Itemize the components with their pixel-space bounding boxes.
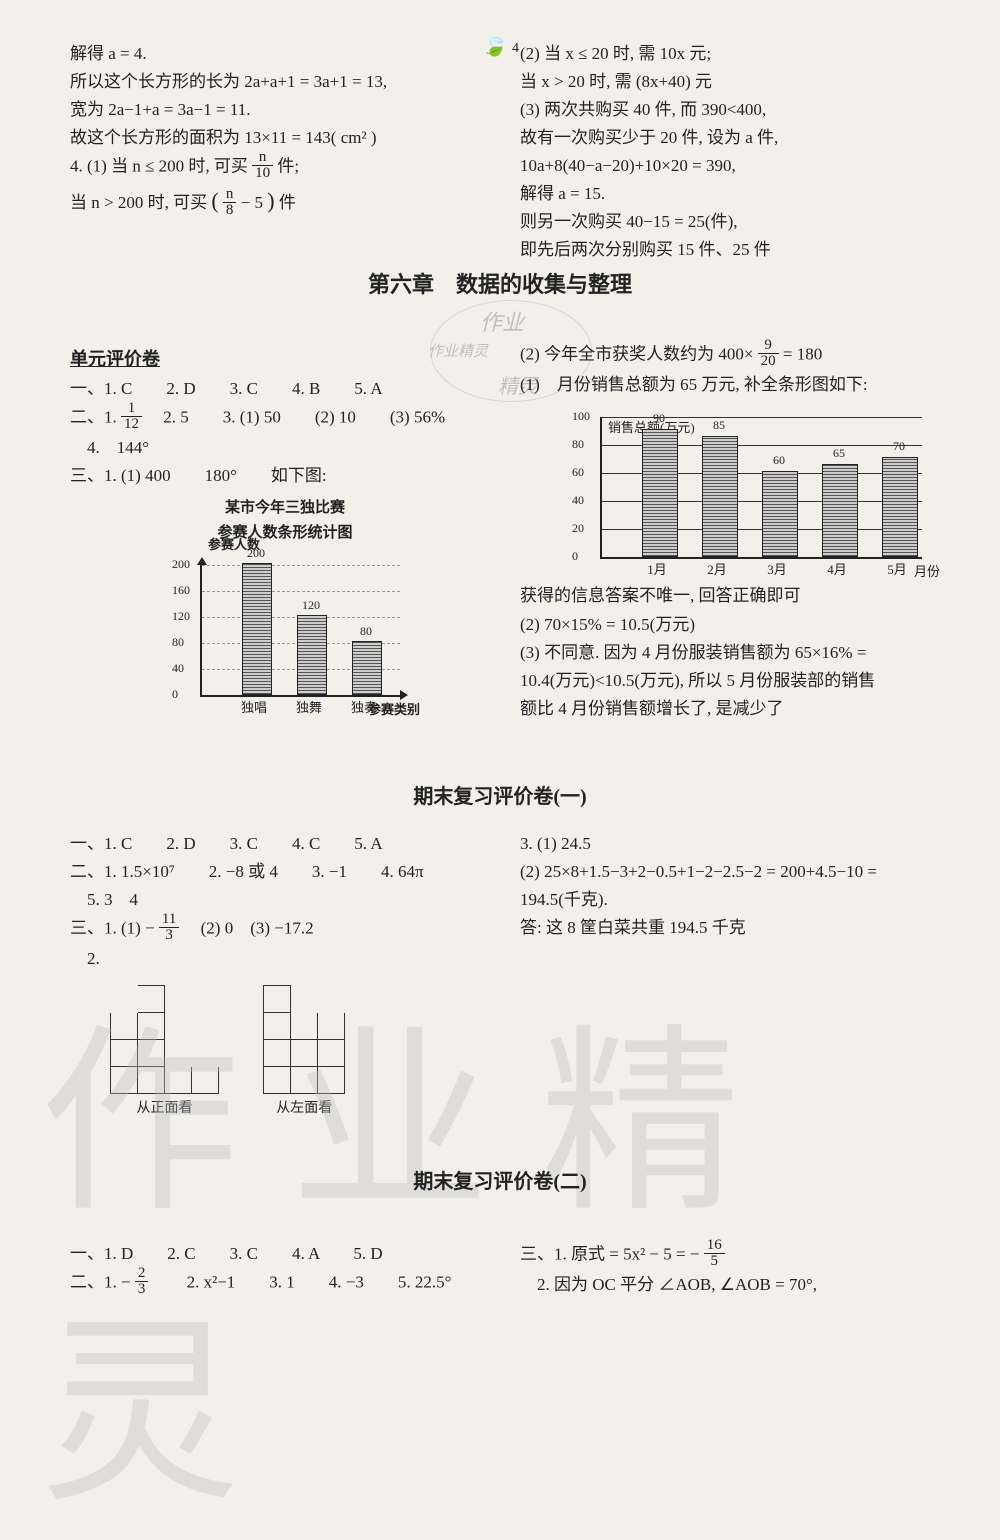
chart-xlabel: 月份 [560, 561, 940, 582]
line: 则另一次购买 40−15 = 25(件), [520, 208, 940, 236]
line: 2. 因为 OC 平分 ∠AOB, ∠AOB = 70°, [520, 1271, 940, 1299]
line: 宽为 2a−1+a = 3a−1 = 11. [70, 96, 490, 124]
line: 二、1. 112 2. 5 3. (1) 50 (2) 10 (3) 56% [70, 403, 490, 434]
line: 当 x > 20 时, 需 (8x+40) 元 [520, 68, 940, 96]
line: 5. 3 4 [70, 886, 490, 914]
line: 解得 a = 15. [520, 180, 940, 208]
line: 二、1. − 23 2. x²−1 3. 1 4. −3 5. 22.5° [70, 1268, 490, 1299]
line: 4. (1) 当 n ≤ 200 时, 可买 n10 件; [70, 152, 490, 183]
line: (2) 今年全市获奖人数约为 400× 920 = 180 [520, 340, 940, 371]
final1-left-block: 一、1. C 2. D 3. C 4. C 5. A 二、1. 1.5×10⁷ … [70, 830, 490, 973]
line: 即先后两次分别购买 15 件、25 件 [520, 236, 940, 264]
line: 二、1. 1.5×10⁷ 2. −8 或 4 3. −1 4. 64π [70, 858, 490, 886]
fraction: 113 [159, 912, 179, 943]
bar [642, 429, 678, 557]
chart-title: 某市今年三独比赛 [160, 496, 410, 521]
fraction: n10 [252, 150, 273, 181]
chart-xlabel: 参赛类别 [170, 699, 420, 720]
line: 获得的信息答案不唯一, 回答正确即可 [520, 582, 940, 610]
line: 故这个长方形的面积为 13×11 = 143( cm² ) [70, 124, 490, 152]
line: 三、1. 原式 = 5x² − 5 = − 165 [520, 1240, 940, 1271]
bar [242, 563, 272, 695]
view-figures: 从正面看 从左面看 [110, 985, 385, 1117]
fraction: 920 [758, 338, 779, 369]
line: 三、1. (1) 400 180° 如下图: [70, 462, 490, 490]
line: 10a+8(40−a−20)+10×20 = 390, [520, 152, 940, 180]
line: 194.5(千克). [520, 886, 940, 914]
section-heading: 单元评价卷 [70, 345, 490, 375]
left-view-figure: 从左面看 [263, 985, 345, 1117]
final2-left-block: 一、1. D 2. C 3. C 4. A 5. D 二、1. − 23 2. … [70, 1240, 490, 1299]
chart-sales: 销售总额(万元) 0204060801009085606570 1月2月3月4月… [560, 417, 920, 582]
top-right-block: (2) 当 x ≤ 20 时, 需 10x 元; 当 x > 20 时, 需 (… [520, 40, 940, 264]
line: 额比 4 月份销售额增长了, 是减少了 [520, 695, 940, 723]
axis-arrow-icon [197, 557, 207, 565]
line: (2) 70×15% = 10.5(万元) [520, 611, 940, 639]
line: 答: 这 8 筐白菜共重 194.5 千克 [520, 914, 940, 942]
fraction: 23 [135, 1266, 149, 1297]
line: (2) 25×8+1.5−3+2−0.5+1−2−2.5−2 = 200+4.5… [520, 858, 940, 886]
line: 一、1. C 2. D 3. C 4. C 5. A [70, 830, 490, 858]
line: (3) 两次共购买 40 件, 而 390<400, [520, 96, 940, 124]
line: 10.4(万元)<10.5(万元), 所以 5 月份服装部的销售 [520, 667, 940, 695]
chart-participants: 某市今年三独比赛 参赛人数条形统计图 参赛人数 0408012016020020… [160, 496, 410, 721]
unit-left-block: 单元评价卷 一、1. C 2. D 3. C 4. B 5. A 二、1. 11… [70, 345, 490, 721]
line: (3) 不同意. 因为 4 月份服装销售额为 65×16% = [520, 639, 940, 667]
fraction: 165 [704, 1238, 725, 1269]
chart-title: 参赛人数条形统计图 [160, 521, 410, 546]
line: 所以这个长方形的长为 2a+a+1 = 3a+1 = 13, [70, 68, 490, 96]
bar [762, 471, 798, 557]
figure-caption: 从正面看 [110, 1097, 219, 1117]
final2-right-block: 三、1. 原式 = 5x² − 5 = − 165 2. 因为 OC 平分 ∠A… [520, 1240, 940, 1299]
final1-right-block: 3. (1) 24.5 (2) 25×8+1.5−3+2−0.5+1−2−2.5… [520, 830, 940, 942]
line: 故有一次购买少于 20 件, 设为 a 件, [520, 124, 940, 152]
line: 4. 144° [70, 434, 490, 462]
front-view-figure: 从正面看 [110, 985, 219, 1117]
line: 2. [70, 945, 490, 973]
line: 三、1. (1) − 113 (2) 0 (3) −17.2 [70, 914, 490, 945]
section-title: 期末复习评价卷(一) [0, 780, 1000, 809]
line: 一、1. C 2. D 3. C 4. B 5. A [70, 375, 490, 403]
bar [822, 464, 858, 557]
line: 3. (1) 24.5 [520, 830, 940, 858]
line: 当 n > 200 时, 可买 ( n8 − 5 ) 件 [70, 183, 490, 220]
page-number: 🍃 4 [0, 32, 1000, 58]
watermark-text: 作业 [480, 305, 524, 337]
bar [882, 457, 918, 557]
chapter-title: 第六章 数据的收集与整理 [0, 267, 1000, 299]
unit-right-block: (2) 今年全市获奖人数约为 400× 920 = 180 (1) 月份销售总额… [520, 340, 940, 723]
bar [297, 615, 327, 695]
leaf-icon: 🍃 [481, 32, 508, 57]
section-title: 期末复习评价卷(二) [0, 1165, 1000, 1194]
bar [702, 436, 738, 557]
fraction: n8 [223, 187, 237, 218]
bar [352, 641, 382, 695]
top-left-block: 解得 a = 4. 所以这个长方形的长为 2a+a+1 = 3a+1 = 13,… [70, 40, 490, 220]
figure-caption: 从左面看 [263, 1097, 345, 1117]
line: (1) 月份销售总额为 65 万元, 补全条形图如下: [520, 371, 940, 399]
line: 一、1. D 2. C 3. C 4. A 5. D [70, 1240, 490, 1268]
fraction: 112 [121, 401, 142, 432]
